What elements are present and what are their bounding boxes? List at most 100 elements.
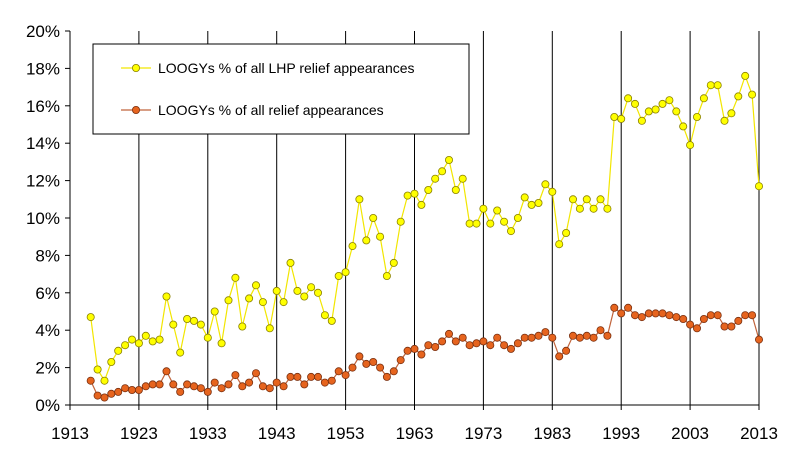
data-point (334, 367, 343, 376)
x-tick-label: 1973 (464, 424, 502, 443)
data-point (210, 307, 219, 316)
x-tick-label: 1933 (189, 424, 227, 443)
data-point (713, 311, 722, 320)
data-point (376, 363, 385, 372)
data-point (637, 313, 646, 322)
data-point (472, 219, 481, 228)
data-point (417, 200, 426, 209)
data-point (155, 380, 164, 389)
data-point (183, 314, 192, 323)
data-point (651, 309, 660, 318)
data-point (134, 339, 143, 348)
data-point (486, 341, 495, 350)
data-point (506, 227, 515, 236)
data-point (251, 369, 260, 378)
data-point (479, 337, 488, 346)
data-point (203, 333, 212, 342)
x-tick-label: 2013 (740, 424, 778, 443)
data-point (458, 174, 467, 183)
y-axis-ticks: 0% 2% 4% 6% 8% 10% 12% 14% 16% 18% 20% (26, 22, 70, 415)
data-point (376, 232, 385, 241)
data-point (575, 333, 584, 342)
data-point (86, 313, 95, 322)
data-point (127, 335, 136, 344)
data-point (534, 331, 543, 340)
data-point (699, 314, 708, 323)
data-point (651, 105, 660, 114)
data-point (141, 331, 150, 340)
data-point (203, 387, 212, 396)
data-point (86, 376, 95, 385)
data-point (396, 217, 405, 226)
data-point (748, 311, 757, 320)
data-point (631, 99, 640, 108)
data-point (665, 311, 674, 320)
data-point (610, 303, 619, 312)
data-point (189, 382, 198, 391)
data-point (93, 391, 102, 400)
data-point (562, 228, 571, 237)
data-point (169, 380, 178, 389)
data-point (300, 380, 309, 389)
data-point (451, 185, 460, 194)
data-point (348, 242, 357, 251)
data-point (265, 324, 274, 333)
data-point (486, 219, 495, 228)
data-point (307, 372, 316, 381)
data-point (258, 382, 267, 391)
data-point (417, 350, 426, 359)
data-point (272, 286, 281, 295)
data-point (196, 320, 205, 329)
data-point (617, 309, 626, 318)
data-point (121, 384, 130, 393)
data-point (424, 341, 433, 350)
y-tick-label: 2% (35, 359, 60, 378)
y-tick-label: 14% (26, 134, 60, 153)
data-point (100, 393, 109, 402)
data-point (107, 389, 116, 398)
data-point (541, 180, 550, 189)
data-point (403, 191, 412, 200)
data-point (313, 372, 322, 381)
data-point (727, 109, 736, 118)
data-point (679, 314, 688, 323)
data-point (734, 92, 743, 101)
data-point (127, 385, 136, 394)
data-point (424, 185, 433, 194)
data-point (293, 286, 302, 295)
data-point (582, 331, 591, 340)
data-point (569, 331, 578, 340)
x-tick-label: 1943 (258, 424, 296, 443)
data-point (610, 113, 619, 122)
data-point (107, 357, 116, 366)
data-point (658, 99, 667, 108)
data-point (575, 204, 584, 213)
data-point (162, 367, 171, 376)
data-point (279, 382, 288, 391)
legend-marker-all (131, 106, 140, 115)
data-point (265, 384, 274, 393)
data-point (644, 107, 653, 116)
data-point (693, 113, 702, 122)
data-point (541, 328, 550, 337)
data-point (458, 333, 467, 342)
data-point (382, 372, 391, 381)
data-point (569, 195, 578, 204)
data-point (196, 384, 205, 393)
data-point (513, 213, 522, 222)
data-point (493, 206, 502, 215)
data-point (720, 116, 729, 125)
data-point (548, 187, 557, 196)
data-point (403, 346, 412, 355)
data-point (114, 346, 123, 355)
data-point (355, 352, 364, 361)
data-point (279, 298, 288, 307)
data-point (699, 94, 708, 103)
data-point (631, 311, 640, 320)
y-tick-label: 8% (35, 246, 60, 265)
data-point (155, 335, 164, 344)
data-point (706, 311, 715, 320)
data-point (369, 213, 378, 222)
data-point (506, 344, 515, 353)
